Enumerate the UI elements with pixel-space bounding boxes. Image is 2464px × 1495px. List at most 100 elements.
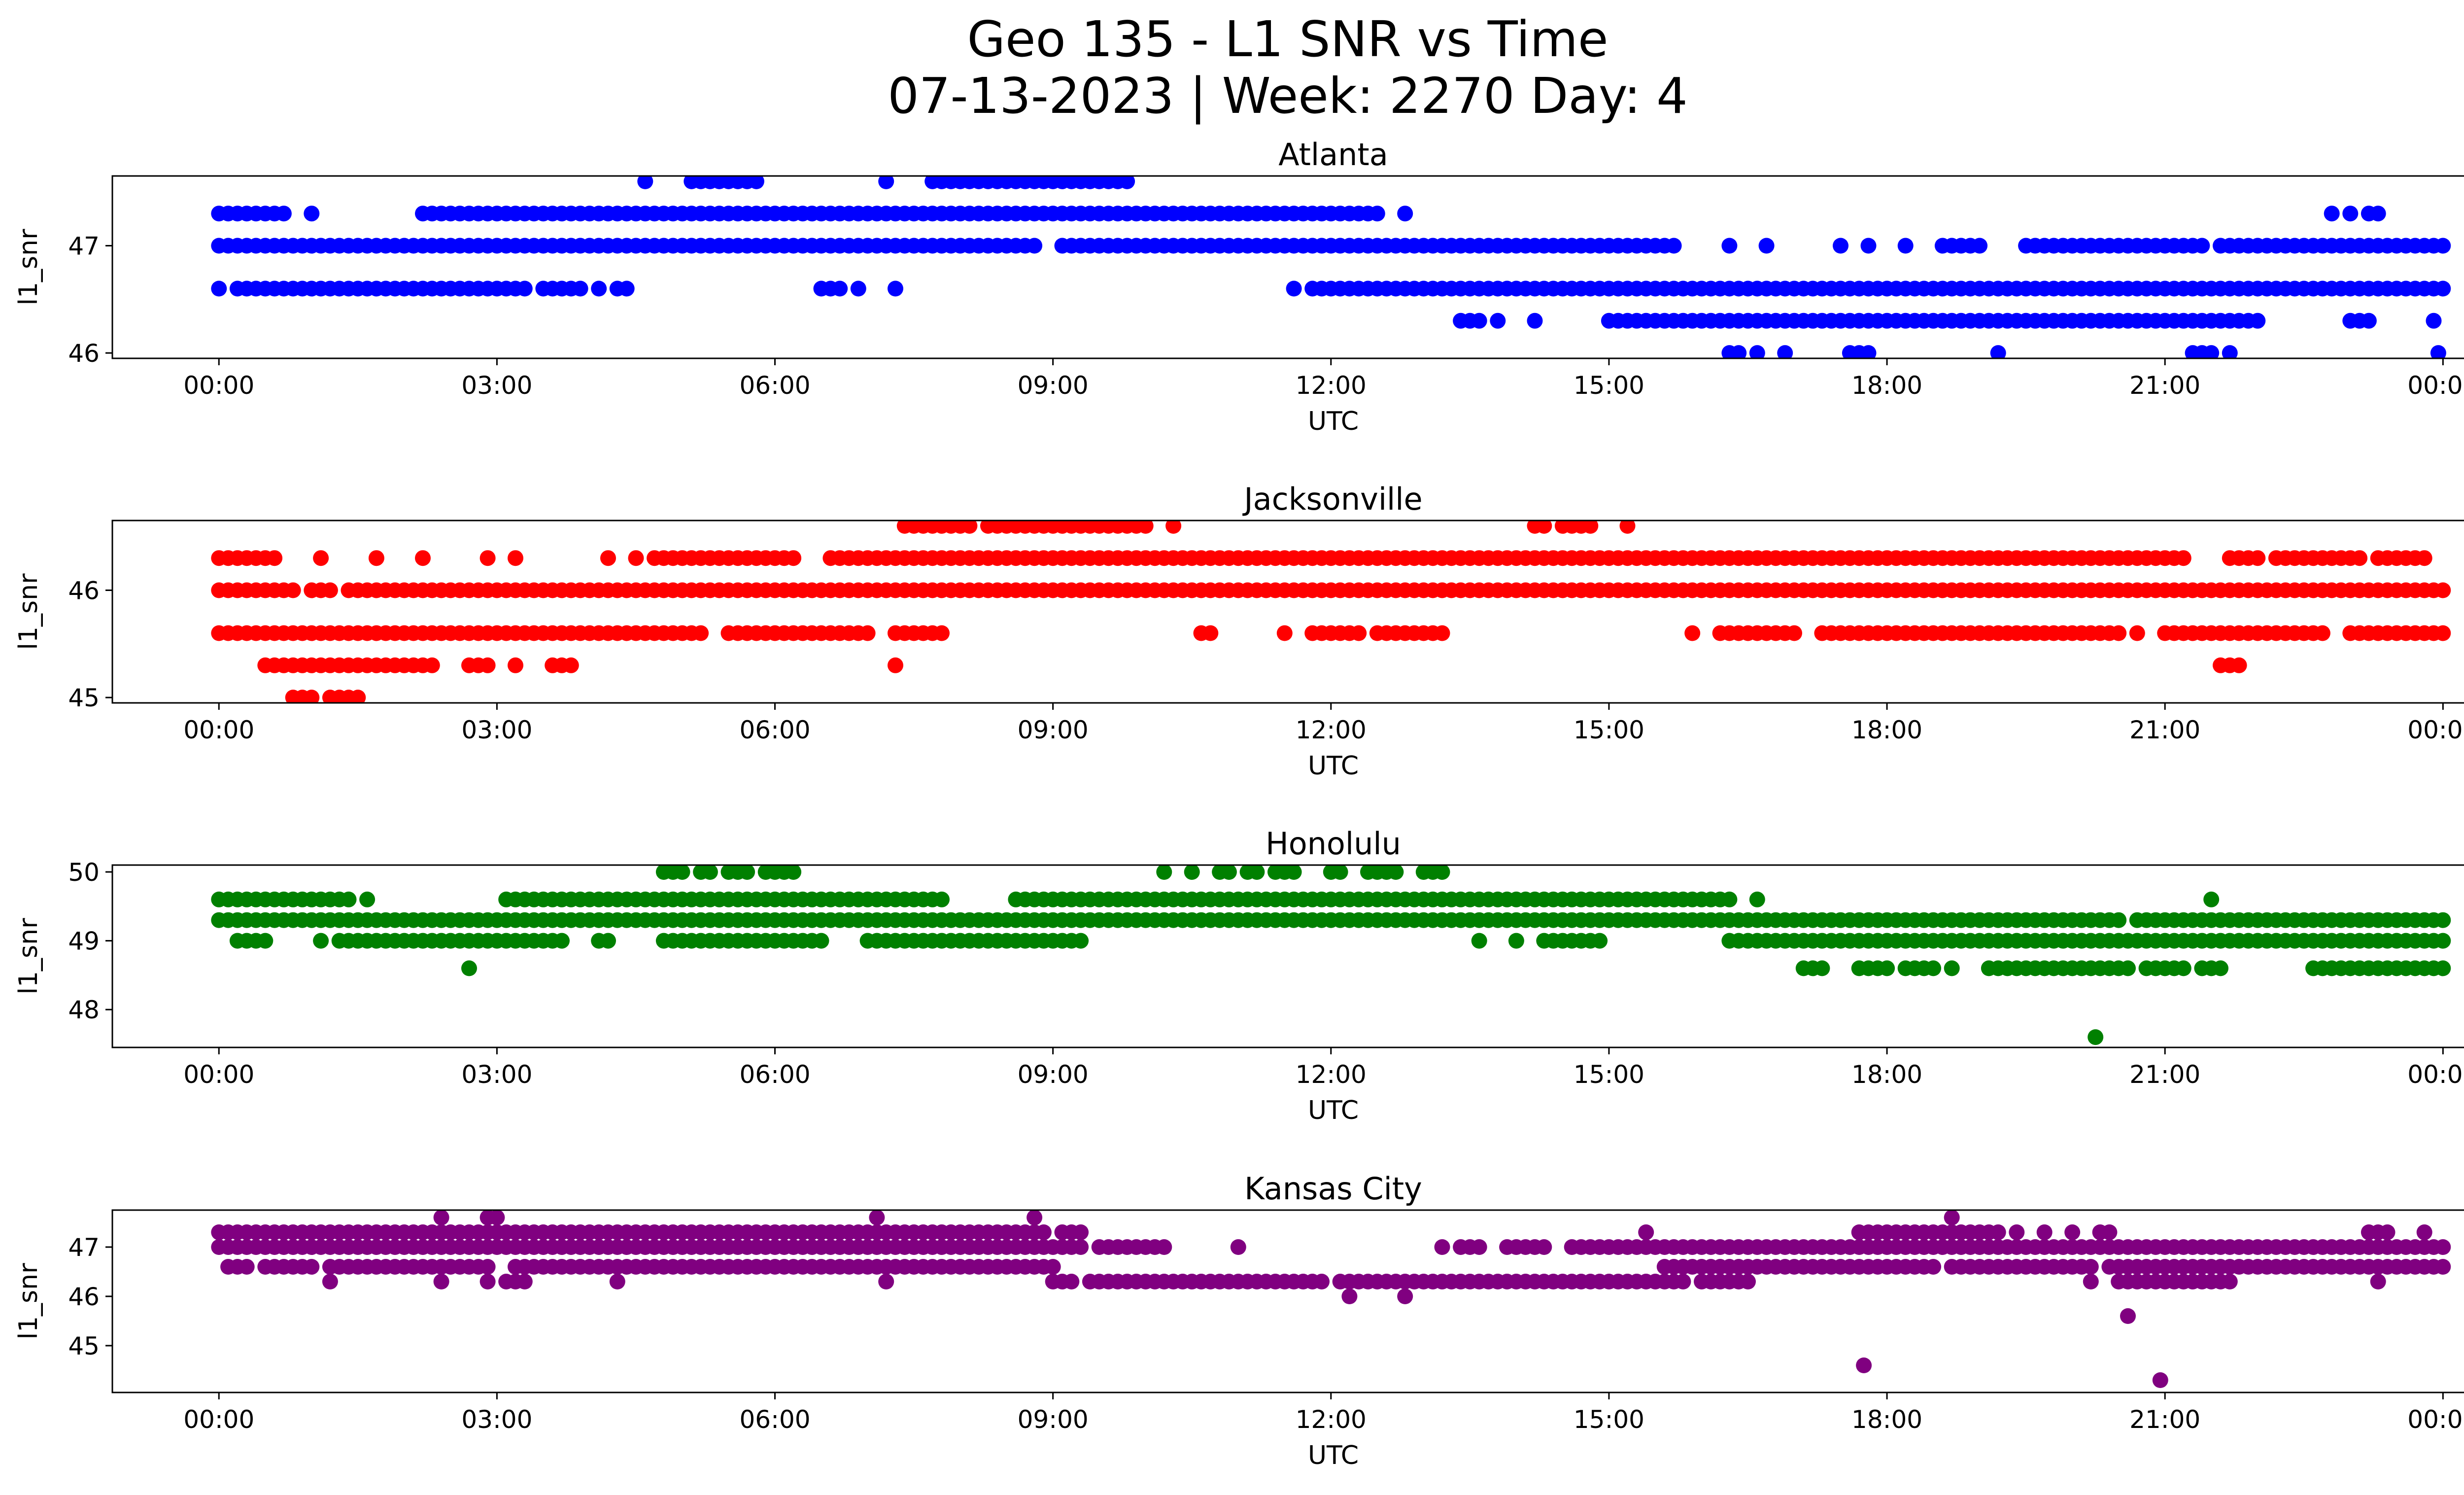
y-axis-label: l1_snr bbox=[14, 229, 43, 306]
data-point bbox=[2435, 582, 2451, 598]
data-point bbox=[2194, 238, 2210, 254]
data-points bbox=[211, 865, 2451, 1045]
data-point bbox=[1990, 1224, 2006, 1240]
data-point bbox=[2064, 1224, 2081, 1240]
data-point bbox=[2379, 1224, 2396, 1240]
data-point bbox=[2250, 550, 2266, 566]
data-point bbox=[2435, 912, 2451, 928]
subplot-title: Honolulu bbox=[1266, 826, 1401, 862]
data-point bbox=[1276, 625, 1293, 641]
data-point bbox=[1758, 238, 1775, 254]
data-point bbox=[1675, 1274, 1691, 1289]
data-point bbox=[2222, 345, 2238, 358]
x-tick-label: 15:00 bbox=[1574, 1060, 1644, 1089]
x-tick-label: 12:00 bbox=[1296, 1060, 1367, 1089]
data-point bbox=[313, 933, 329, 949]
data-point bbox=[275, 206, 292, 222]
data-point bbox=[786, 550, 802, 566]
data-point bbox=[618, 280, 635, 297]
data-point bbox=[2129, 625, 2145, 641]
data-point bbox=[508, 550, 523, 566]
data-point bbox=[415, 550, 431, 566]
data-point bbox=[888, 280, 903, 297]
data-point bbox=[600, 550, 616, 566]
data-point bbox=[1073, 933, 1089, 949]
data-point bbox=[1944, 960, 1960, 976]
data-point bbox=[1721, 891, 1738, 907]
data-point bbox=[479, 657, 496, 673]
x-tick-label: 21:00 bbox=[2129, 1405, 2200, 1434]
x-tick-label: 12:00 bbox=[1296, 1405, 1367, 1434]
data-point bbox=[628, 550, 644, 566]
data-point bbox=[2101, 1224, 2118, 1240]
data-point bbox=[869, 1210, 885, 1225]
data-point bbox=[1073, 1239, 1089, 1255]
axes-frame bbox=[111, 1209, 2464, 1393]
data-point bbox=[1897, 238, 1914, 254]
data-point bbox=[322, 1274, 338, 1289]
data-point bbox=[2426, 313, 2442, 329]
data-point bbox=[2231, 657, 2247, 673]
x-tick-label: 15:00 bbox=[1574, 716, 1644, 744]
data-point bbox=[1740, 1274, 1756, 1289]
data-point bbox=[2175, 960, 2191, 976]
data-point bbox=[563, 657, 579, 673]
data-point bbox=[433, 1210, 449, 1225]
data-point bbox=[341, 891, 357, 907]
data-point bbox=[1833, 238, 1848, 254]
y-tick-label: 46 bbox=[68, 1283, 100, 1311]
data-point bbox=[2036, 1224, 2053, 1240]
data-point bbox=[2416, 1224, 2432, 1240]
data-point bbox=[2352, 550, 2368, 566]
data-point bbox=[322, 582, 338, 598]
x-tick-label: 03:00 bbox=[461, 1405, 532, 1434]
data-point bbox=[1388, 865, 1404, 880]
x-tick-label: 06:00 bbox=[739, 371, 810, 400]
data-point bbox=[1369, 206, 1385, 222]
data-point bbox=[350, 690, 366, 703]
data-point bbox=[479, 1259, 496, 1275]
data-point bbox=[1063, 1274, 1080, 1289]
data-point bbox=[1073, 1224, 1089, 1240]
x-tick-label: 00:00 bbox=[2407, 716, 2464, 744]
y-axis-label: l1_snr bbox=[14, 1263, 43, 1340]
data-point bbox=[674, 865, 690, 880]
data-point bbox=[2435, 933, 2451, 949]
data-point bbox=[1119, 176, 1135, 189]
data-point bbox=[1027, 1210, 1043, 1225]
data-point bbox=[1536, 521, 1552, 534]
data-point bbox=[600, 933, 616, 949]
data-point bbox=[1721, 238, 1738, 254]
x-tick-label: 03:00 bbox=[461, 1060, 532, 1089]
data-point bbox=[2342, 206, 2359, 222]
data-point bbox=[1856, 1357, 1872, 1373]
data-point bbox=[2009, 1224, 2025, 1240]
data-point bbox=[313, 550, 329, 566]
data-point bbox=[2435, 238, 2451, 254]
data-point bbox=[1786, 625, 1802, 641]
data-point bbox=[2213, 960, 2228, 976]
data-point bbox=[2111, 912, 2127, 928]
data-point bbox=[1814, 960, 1830, 976]
data-point bbox=[1314, 1274, 1330, 1289]
y-tick-label: 45 bbox=[68, 1332, 100, 1360]
data-point bbox=[1035, 1224, 1052, 1240]
data-point bbox=[572, 280, 588, 297]
data-point bbox=[591, 280, 607, 297]
data-point bbox=[813, 933, 829, 949]
subplot-3: Kansas City 00:00 03:00 06:00 09:00 12:00 15:0… bbox=[14, 1171, 2464, 1470]
data-point bbox=[1137, 521, 1154, 534]
data-point bbox=[1925, 960, 1942, 976]
data-point bbox=[1879, 960, 1895, 976]
x-axis-label: UTC bbox=[1308, 1096, 1359, 1125]
data-point bbox=[739, 865, 755, 880]
data-point bbox=[285, 582, 301, 598]
data-point bbox=[2416, 550, 2432, 566]
data-point bbox=[1332, 865, 1348, 880]
data-point bbox=[2430, 345, 2446, 358]
subplot-2: Honolulu 00:00 03:00 06:00 09:00 12:00 15:00 18… bbox=[14, 826, 2464, 1125]
data-point bbox=[850, 280, 866, 297]
data-point bbox=[461, 960, 477, 976]
data-point bbox=[489, 1210, 505, 1225]
data-point bbox=[2222, 1274, 2238, 1289]
